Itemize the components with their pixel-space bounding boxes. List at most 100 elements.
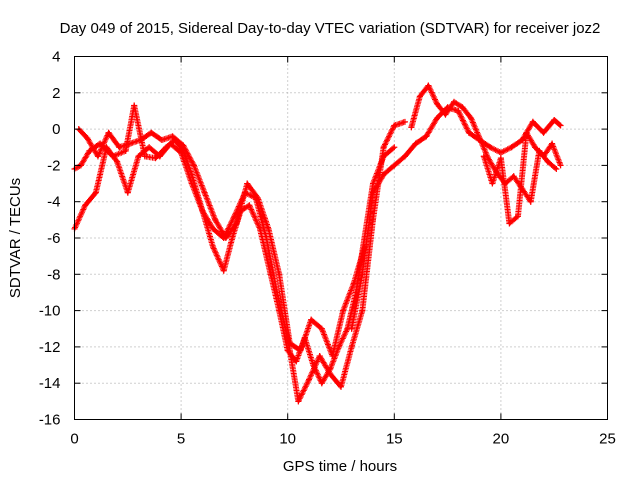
data-point xyxy=(450,98,457,105)
data-point xyxy=(401,153,408,160)
data-point xyxy=(94,153,101,160)
data-point xyxy=(146,144,153,151)
x-tick-label: 20 xyxy=(493,431,510,448)
data-point xyxy=(212,216,219,223)
data-point xyxy=(137,136,144,143)
data-point xyxy=(540,129,547,136)
data-point xyxy=(167,140,174,147)
y-tick-label: -14 xyxy=(39,375,61,392)
x-tick-label: 10 xyxy=(279,431,296,448)
data-point xyxy=(468,115,475,122)
data-point xyxy=(318,325,325,332)
y-tick-label: 4 xyxy=(52,49,60,66)
data-point xyxy=(527,198,534,205)
data-point xyxy=(359,307,366,314)
series-track-5 xyxy=(408,82,560,205)
data-point xyxy=(316,352,323,359)
axis-ticks xyxy=(74,56,608,420)
data-point xyxy=(190,162,197,169)
x-tick-label: 25 xyxy=(599,431,616,448)
data-point xyxy=(348,343,355,350)
data-point xyxy=(135,153,142,160)
data-point xyxy=(508,144,515,151)
chart-title: Day 049 of 2015, Sidereal Day-to-day VTE… xyxy=(60,20,601,37)
data-point xyxy=(276,271,283,278)
data-point xyxy=(380,144,387,151)
data-points xyxy=(71,82,564,405)
data-point xyxy=(103,144,110,151)
series-track-2 xyxy=(71,118,408,405)
series-track-6 xyxy=(480,129,564,227)
y-tick-label: -12 xyxy=(39,339,61,356)
data-point xyxy=(412,140,419,147)
data-point xyxy=(476,135,483,142)
data-point xyxy=(369,180,376,187)
data-point xyxy=(391,122,398,129)
data-point xyxy=(82,202,89,209)
data-point xyxy=(210,225,217,232)
data-point xyxy=(489,180,496,187)
data-point xyxy=(84,135,91,142)
data-point xyxy=(433,100,440,107)
data-point xyxy=(105,129,112,136)
y-tick-label: 0 xyxy=(52,121,60,138)
data-point xyxy=(156,153,163,160)
grid xyxy=(74,56,608,420)
y-tick-label: -6 xyxy=(47,230,60,247)
data-point xyxy=(465,129,472,136)
data-point xyxy=(425,82,432,89)
x-tick-label: 15 xyxy=(386,431,403,448)
data-point xyxy=(86,147,93,154)
x-axis-label: GPS time / hours xyxy=(283,458,397,475)
data-point xyxy=(152,155,159,162)
series-track-4 xyxy=(348,104,564,332)
data-point xyxy=(169,133,176,140)
data-point xyxy=(233,220,240,227)
data-point xyxy=(350,280,357,287)
data-point xyxy=(124,189,131,196)
y-tick-label: 2 xyxy=(52,85,60,102)
x-tick-labels: 0 5 10 15 20 25 xyxy=(70,431,616,448)
data-point xyxy=(380,171,387,178)
data-point xyxy=(553,166,560,173)
data-point xyxy=(327,371,334,378)
data-point xyxy=(506,220,513,227)
data-point xyxy=(222,235,229,241)
series-trail xyxy=(71,119,407,405)
data-point xyxy=(459,104,466,111)
data-point xyxy=(308,316,315,323)
series-trail xyxy=(75,126,367,359)
data-point xyxy=(180,142,187,149)
data-point xyxy=(519,136,526,143)
data-point xyxy=(286,340,293,347)
data-point xyxy=(510,173,517,180)
data-point xyxy=(188,180,195,187)
y-tick-label: -10 xyxy=(39,303,61,320)
data-point xyxy=(295,398,302,405)
data-point xyxy=(199,207,206,214)
data-point xyxy=(116,144,123,151)
plot-border xyxy=(74,56,608,420)
data-point xyxy=(423,133,430,140)
data-point xyxy=(433,115,440,122)
data-point xyxy=(201,189,208,196)
data-point xyxy=(442,111,449,118)
data-point xyxy=(523,129,530,136)
data-point xyxy=(497,155,504,162)
data-point xyxy=(557,162,564,169)
x-tick-label: 5 xyxy=(177,431,185,448)
data-point xyxy=(210,244,217,251)
data-point xyxy=(220,267,227,274)
y-tick-label: -16 xyxy=(39,412,61,429)
data-point xyxy=(551,117,558,124)
data-point xyxy=(480,153,487,160)
data-point xyxy=(408,124,415,131)
data-point xyxy=(340,307,347,314)
data-point xyxy=(254,195,261,202)
data-point xyxy=(338,383,344,390)
data-point xyxy=(391,144,398,151)
data-point xyxy=(122,147,129,154)
y-tick-label: -4 xyxy=(47,194,60,211)
data-point xyxy=(369,189,376,196)
